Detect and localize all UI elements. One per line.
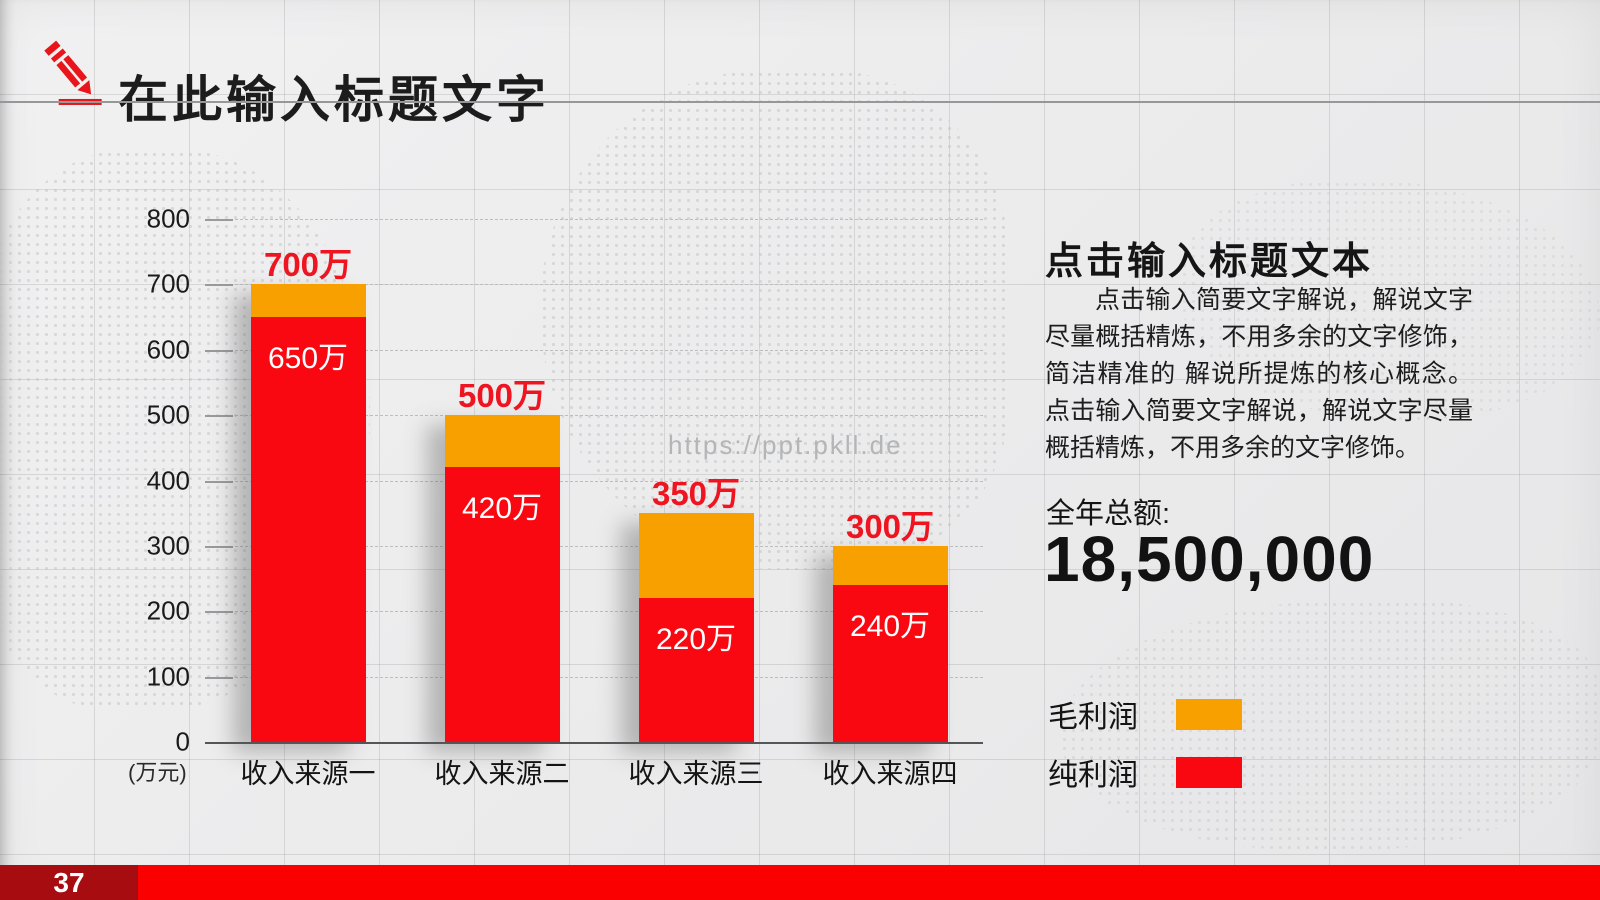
bar-inner-label: 420万 [461, 492, 543, 526]
bar-total-label: 350万 [651, 475, 741, 513]
y-tick-400 [205, 480, 233, 483]
bar-segment-net-profit [250, 317, 366, 742]
legend-row-gross-profit: 毛利润 [1048, 692, 1242, 736]
x-category-label-1: 收入来源一 [240, 759, 376, 789]
footer-accent-bar [138, 865, 1600, 900]
gridline-700 [205, 284, 983, 286]
y-tick-700 [205, 284, 233, 287]
y-tick-500 [205, 415, 233, 418]
x-axis-line [205, 742, 983, 744]
x-category-label-2: 收入来源二 [434, 759, 570, 789]
bar-segment-net-profit [638, 598, 754, 742]
gridline-500 [205, 415, 983, 417]
bar-total-label: 700万 [263, 246, 353, 284]
legend-label-net-profit: 纯利润 [1048, 759, 1138, 792]
legend-swatch-gross-profit [1176, 698, 1242, 730]
x-category-label-3: 收入来源三 [628, 759, 764, 789]
bar-segment-gross-profit [250, 284, 366, 318]
title-divider [0, 101, 1600, 103]
bar-inner-label: 220万 [655, 623, 737, 657]
legend-swatch-net-profit [1176, 756, 1242, 788]
gridline-100 [205, 676, 983, 678]
bar-segment-net-profit [832, 585, 948, 742]
y-tick-label-0: 0 [175, 726, 190, 757]
y-tick-label-500: 500 [146, 399, 190, 430]
y-tick-label-800: 800 [146, 203, 190, 234]
bar-segment-net-profit [444, 467, 560, 742]
bar-segment-gross-profit [832, 545, 948, 586]
dot-map-decoration [1180, 180, 1600, 420]
bar-inner-label: 650万 [267, 342, 349, 376]
y-tick-label-100: 100 [146, 661, 190, 692]
gridline-300 [205, 545, 983, 547]
x-category-label-4: 收入来源四 [822, 759, 958, 789]
bar-group-1: 700万 650万 [250, 246, 366, 742]
annual-total-label: 全年总额: [1046, 498, 1171, 530]
bar-group-4: 300万 240万 [832, 508, 948, 742]
panel-body-text: 点击输入简要文字解说，解说文字尽量概括精炼，不用多余的文字修饰，简洁精准的 解说… [1045, 286, 1473, 462]
bar-inner-label: 240万 [849, 610, 931, 644]
bar-total-label: 300万 [845, 507, 935, 545]
y-tick-label-600: 600 [146, 334, 190, 365]
y-tick-label-300: 300 [146, 530, 190, 561]
y-tick-100 [205, 676, 233, 679]
panel-title: 点击输入标题文本 [1045, 240, 1374, 283]
bar-group-2: 500万 420万 [444, 377, 560, 742]
bar-segment-gross-profit [638, 513, 754, 599]
legend-row-net-profit: 纯利润 [1048, 750, 1242, 794]
gridline-600 [205, 349, 983, 351]
y-tick-300 [205, 545, 233, 548]
y-tick-200 [205, 611, 233, 614]
dot-map-decoration [1060, 600, 1600, 850]
y-tick-label-400: 400 [146, 465, 190, 495]
y-tick-label-700: 700 [146, 268, 190, 299]
gridline-800 [205, 219, 983, 220]
y-tick-800 [205, 219, 233, 221]
annual-total-value: 18,500,000 [1044, 523, 1375, 595]
bar-group-3: 350万 220万 [638, 475, 754, 742]
bar-total-label: 500万 [457, 377, 547, 415]
page-number: 37 [53, 866, 85, 898]
y-axis-unit-label: (万元) [128, 760, 187, 785]
gridline-200 [205, 611, 983, 613]
page-title: 在此输入标题文字 [118, 71, 550, 128]
bar-segment-gross-profit [444, 415, 560, 468]
y-tick-label-200: 200 [146, 595, 190, 626]
gridline-400 [205, 480, 983, 482]
legend-label-gross-profit: 毛利润 [1048, 701, 1138, 734]
y-tick-600 [205, 349, 233, 352]
dot-map-decoration [540, 70, 1010, 570]
page-number-block: 37 [0, 865, 138, 900]
watermark-text: https://ppt.pkll.de [668, 430, 903, 460]
